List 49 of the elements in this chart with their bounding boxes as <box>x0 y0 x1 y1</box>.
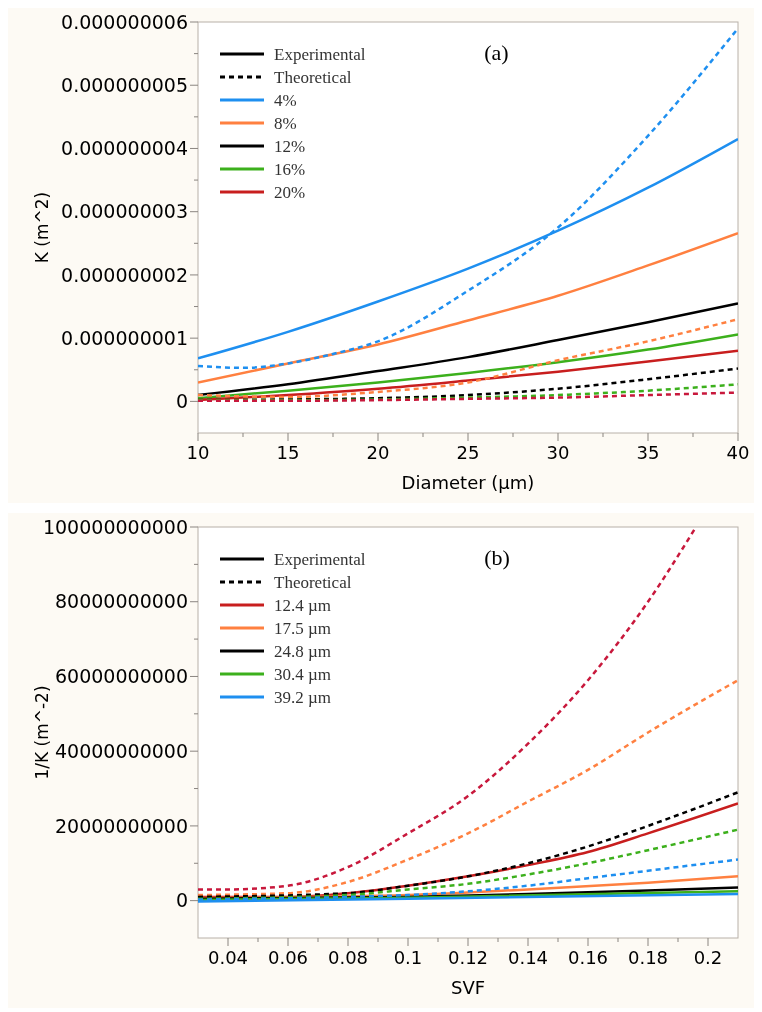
legend-label: 20% <box>274 182 306 202</box>
text: (a) <box>484 40 509 65</box>
y-tick-label: 80000000000 <box>55 590 188 613</box>
x-tick-label: 0.06 <box>267 947 309 968</box>
text: (b) <box>484 545 510 570</box>
y-tick-label: 20000000000 <box>55 814 188 837</box>
y-tick-label: 0.000000001 <box>61 326 188 349</box>
x-tick-label: 15 <box>276 442 300 463</box>
x-tick-label: 40 <box>726 442 750 463</box>
x-tick-label: 0.16 <box>567 947 609 968</box>
legend-label: 39.2 µm <box>274 687 332 707</box>
legend-label: 24.8 µm <box>274 641 332 661</box>
y-tick-label: 40000000000 <box>55 739 188 762</box>
y-tick-label: 0.000000004 <box>61 137 188 160</box>
annotation: Theoretical <box>274 572 352 592</box>
y-tick-label: 0.000000005 <box>61 73 188 96</box>
x-tick-label: 30 <box>546 442 570 463</box>
x-axis-title: SVF <box>450 977 486 998</box>
legend-label: 16% <box>274 159 306 179</box>
y-tick-label: 0.000000002 <box>61 263 188 286</box>
x-tick-label: 10 <box>186 442 210 463</box>
x-tick-label: 0.08 <box>327 947 369 968</box>
x-tick-label: 0.14 <box>507 947 549 968</box>
legend-label: 12% <box>274 136 306 156</box>
x-tick-label: 35 <box>636 442 660 463</box>
x-tick-label: 20 <box>366 442 390 463</box>
legend-label: 4% <box>274 90 297 110</box>
y-tick-label: 60000000000 <box>55 665 188 688</box>
x-tick-label: 0.1 <box>393 947 423 968</box>
y-tick-label: 0 <box>175 390 188 413</box>
legend-label: 12.4 µm <box>274 595 332 615</box>
x-tick-label: 0.2 <box>693 947 723 968</box>
y-tick-label: 0.000000006 <box>61 10 188 33</box>
annotation: Theoretical <box>274 67 352 87</box>
x-tick-label: 0.04 <box>207 947 249 968</box>
x-axis-title: Diameter (µm) <box>401 472 535 493</box>
y-tick-label: 0.000000003 <box>61 200 188 223</box>
y-tick-label: 0 <box>175 889 188 912</box>
annotation: Experimental <box>274 44 366 64</box>
annotation: Experimental <box>274 549 366 569</box>
legend-label: 17.5 µm <box>274 618 332 638</box>
y-axis-title: K (m^2) <box>32 191 52 264</box>
x-tick-label: 25 <box>456 442 480 463</box>
y-tick-label: 100000000000 <box>42 515 188 538</box>
legend-label: 30.4 µm <box>274 664 332 684</box>
legend-label: 8% <box>274 113 297 133</box>
x-tick-label: 0.18 <box>627 947 669 968</box>
y-axis-title: 1/K (m^-2) <box>32 685 52 780</box>
x-tick-label: 0.12 <box>447 947 489 968</box>
